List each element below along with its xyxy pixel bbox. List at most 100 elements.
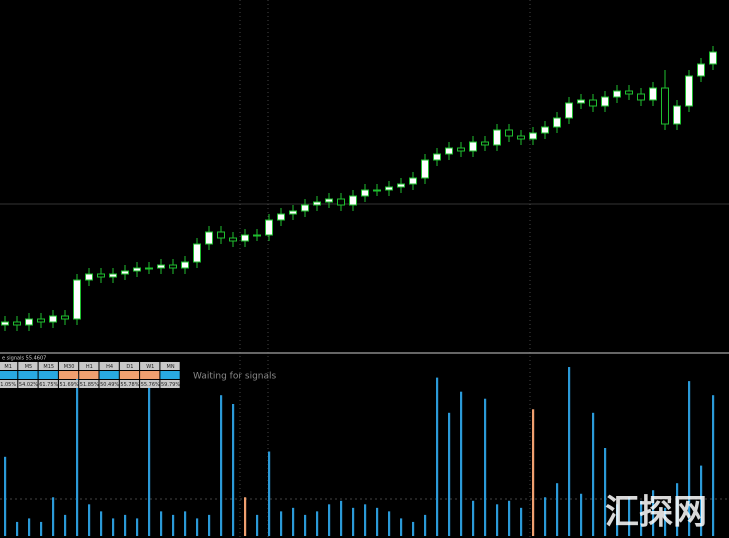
candle-body	[577, 99, 585, 104]
histogram-bar	[412, 521, 415, 536]
candle-body	[121, 270, 129, 275]
candle-body	[433, 153, 441, 161]
histogram-bar	[652, 490, 655, 536]
signal-cell	[140, 371, 160, 379]
histogram-bar	[316, 511, 319, 536]
histogram-bar	[208, 514, 211, 536]
candle-body	[253, 234, 261, 237]
histogram-bar	[64, 514, 67, 536]
candle-body	[289, 210, 297, 215]
tf-cell	[0, 362, 18, 370]
pct-label: 51.69%	[60, 382, 79, 388]
histogram-bar	[364, 504, 367, 536]
candle-body	[637, 93, 645, 101]
histogram-bar	[268, 451, 271, 536]
candle-body	[337, 198, 345, 206]
candle-body	[133, 267, 141, 272]
tf-cell	[140, 362, 160, 370]
histogram-bar	[40, 521, 43, 536]
signal-cell	[58, 371, 79, 379]
candle-body	[241, 234, 249, 242]
candle-body	[457, 147, 465, 152]
candle-body	[685, 75, 693, 107]
tf-label: H4	[106, 364, 113, 370]
histogram-bar	[88, 504, 91, 536]
tf-cell	[119, 362, 140, 370]
histogram-bar	[496, 504, 499, 536]
candle-body	[361, 189, 369, 197]
histogram-bar	[640, 500, 643, 536]
candle-body	[505, 129, 513, 137]
pct-label: 55.76%	[141, 382, 160, 388]
histogram-bar	[256, 514, 259, 536]
tf-label: M1	[4, 364, 12, 370]
histogram-bar	[508, 500, 511, 536]
candle-body	[421, 159, 429, 179]
pct-cell	[0, 380, 18, 388]
histogram-bar	[376, 507, 379, 536]
histogram-bar	[100, 511, 103, 536]
histogram-bar	[148, 381, 151, 536]
candle-body	[313, 201, 321, 206]
histogram-bar	[136, 518, 139, 536]
candle-body	[373, 189, 381, 192]
signal-cell	[18, 371, 38, 379]
signal-cell	[0, 371, 18, 379]
tf-label: MN	[167, 364, 175, 370]
pct-cell	[79, 380, 99, 388]
histogram-bar	[532, 409, 535, 536]
histogram-bar	[520, 507, 523, 536]
histogram-bar	[280, 511, 283, 536]
histogram-bar	[580, 493, 583, 536]
candle-body	[1, 321, 9, 326]
candle-body	[229, 237, 237, 242]
signal-cell	[79, 371, 99, 379]
pct-label: 51.85%	[80, 382, 99, 388]
histogram-bar	[124, 514, 127, 536]
pct-cell	[18, 380, 38, 388]
candle-body	[37, 318, 45, 323]
tf-cell	[18, 362, 38, 370]
status-text: Waiting for signals	[193, 372, 277, 382]
histogram-bar	[16, 521, 19, 536]
candle-body	[565, 102, 573, 119]
histogram-bar	[352, 507, 355, 536]
histogram-bar	[664, 507, 667, 536]
candle-body	[385, 186, 393, 191]
pct-label: 50.49%	[100, 382, 119, 388]
candle-body	[673, 105, 681, 125]
candle-body	[661, 87, 669, 125]
pct-cell	[140, 380, 160, 388]
candle-body	[709, 51, 717, 65]
candle-body	[349, 195, 357, 206]
candle-body	[265, 219, 273, 236]
histogram-bar	[700, 465, 703, 536]
candle-body	[625, 90, 633, 95]
candle-body	[301, 204, 309, 212]
candle-body	[73, 279, 81, 320]
watermark: 汇探网	[605, 493, 707, 533]
signal-cell	[99, 371, 119, 379]
candle-body	[49, 315, 57, 323]
histogram-bar	[220, 395, 223, 536]
histogram-bar	[604, 448, 607, 536]
histogram-bar	[292, 507, 295, 536]
signal-cell	[38, 371, 58, 379]
candle-body	[697, 63, 705, 77]
tf-label: H1	[86, 364, 93, 370]
histogram-bar	[244, 497, 247, 536]
histogram-bar	[448, 412, 451, 536]
pct-cell	[58, 380, 79, 388]
pct-label: 55.78%	[120, 382, 139, 388]
histogram-bar	[628, 497, 631, 536]
candle-body	[145, 267, 153, 270]
tf-cell	[38, 362, 58, 370]
pct-cell	[38, 380, 58, 388]
tf-label: M15	[43, 364, 54, 370]
candle-body	[13, 321, 21, 326]
candle-body	[493, 129, 501, 146]
histogram-bar	[472, 500, 475, 536]
